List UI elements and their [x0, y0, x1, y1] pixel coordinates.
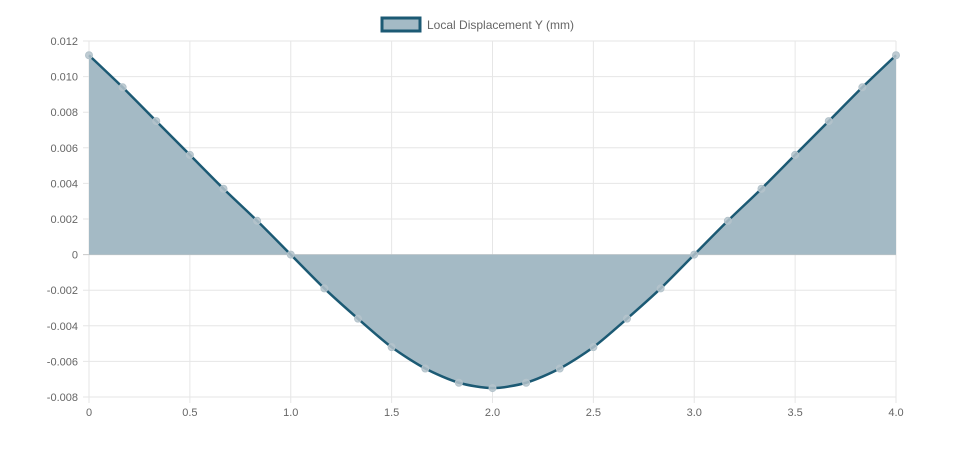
- y-tick-label: 0.004: [50, 178, 78, 190]
- data-point[interactable]: [320, 284, 329, 293]
- y-tick-label: -0.006: [47, 356, 78, 368]
- data-point[interactable]: [623, 314, 632, 323]
- y-tick-label: 0.006: [50, 143, 78, 155]
- y-tick-label: 0.008: [50, 107, 78, 119]
- data-point[interactable]: [185, 150, 194, 159]
- data-point[interactable]: [454, 378, 463, 387]
- data-point[interactable]: [858, 83, 867, 92]
- y-tick-label: 0: [72, 250, 78, 262]
- y-tick-label: -0.008: [47, 392, 78, 404]
- x-tick-label: 2.5: [586, 407, 601, 419]
- data-point[interactable]: [152, 117, 161, 126]
- x-tick-label: 1.5: [384, 407, 399, 419]
- data-point[interactable]: [824, 117, 833, 126]
- series-area: [89, 55, 896, 389]
- y-tick-label: 0.010: [50, 72, 78, 84]
- x-tick-label: 0: [86, 407, 92, 419]
- x-tick-label: 2.0: [485, 407, 500, 419]
- data-point[interactable]: [353, 314, 362, 323]
- x-tick-label: 0.5: [182, 407, 197, 419]
- area-fill-layer: [89, 55, 896, 389]
- data-point[interactable]: [387, 343, 396, 352]
- data-point[interactable]: [85, 51, 93, 60]
- legend-swatch[interactable]: [380, 16, 422, 33]
- data-point[interactable]: [791, 150, 800, 159]
- x-tick-label: 1.0: [283, 407, 298, 419]
- data-point[interactable]: [555, 364, 564, 373]
- data-point[interactable]: [488, 384, 497, 393]
- data-point[interactable]: [253, 216, 262, 225]
- data-point[interactable]: [690, 250, 699, 259]
- data-point[interactable]: [219, 184, 228, 193]
- data-point[interactable]: [757, 184, 766, 193]
- data-point[interactable]: [656, 284, 665, 293]
- y-tick-label: 0.012: [50, 36, 78, 48]
- data-point[interactable]: [522, 378, 531, 387]
- y-tick-label: -0.004: [47, 321, 78, 333]
- y-tick-label: -0.002: [47, 285, 78, 297]
- legend-label[interactable]: Local Displacement Y (mm): [427, 18, 574, 32]
- x-tick-label: 3.0: [687, 407, 702, 419]
- data-point[interactable]: [118, 83, 127, 92]
- y-tick-label: 0.002: [50, 214, 78, 226]
- data-point[interactable]: [421, 364, 430, 373]
- x-tick-label: 3.5: [787, 407, 802, 419]
- legend[interactable]: Local Displacement Y (mm): [380, 16, 574, 33]
- data-point[interactable]: [723, 216, 732, 225]
- axis-labels-layer: 0 0.5 1.0 1.5 2.0 2.5 3.0 3.5 4.0 0.012 0.010 0.008…: [47, 36, 904, 419]
- x-tick-label: 4.0: [888, 407, 903, 419]
- data-point[interactable]: [286, 250, 295, 259]
- data-point[interactable]: [892, 51, 900, 60]
- data-points-layer: [85, 51, 900, 393]
- data-point[interactable]: [589, 343, 598, 352]
